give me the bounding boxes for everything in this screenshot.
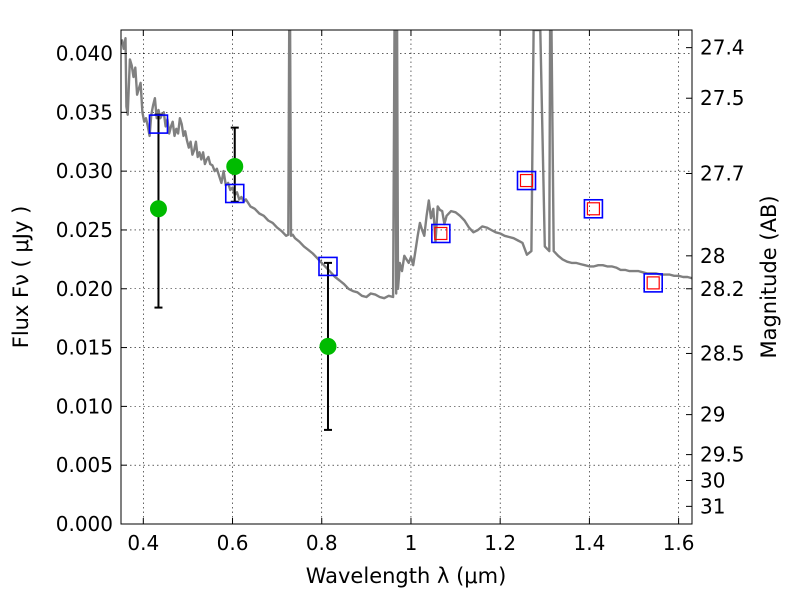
x-axis-ticks: 0.4 0.6 0.8 1 1.2 1.4 1.6 <box>127 30 695 555</box>
blue-square-marker <box>224 183 245 204</box>
y-tick-label: 0.025 <box>56 218 113 242</box>
x-axis-label: Wavelength λ (μm) <box>306 564 507 588</box>
blue-square-marker <box>643 273 663 293</box>
blue-square-marker <box>516 170 537 191</box>
observed-points <box>149 157 337 355</box>
observed-point <box>226 157 244 175</box>
observed-point <box>319 337 337 355</box>
blue-square-markers <box>148 114 663 293</box>
y-tick-label: 0.000 <box>56 512 113 536</box>
y2-tick-label: 28.5 <box>700 341 745 365</box>
y-tick-label: 0.010 <box>56 394 113 418</box>
blue-square-marker <box>583 198 604 219</box>
y-tick-label: 0.040 <box>56 42 113 66</box>
y-tick-label: 0.005 <box>56 453 113 477</box>
y-axis-ticks: 0.000 0.005 0.010 0.015 0.020 0.025 0.030 0.035… <box>56 42 127 536</box>
x-tick-label: 1.2 <box>484 531 516 555</box>
y2-tick-label: 30 <box>700 468 725 492</box>
y2-tick-label: 27.5 <box>700 86 745 110</box>
y2-tick-label: 28 <box>700 244 725 268</box>
plot-frame <box>120 29 693 525</box>
red-square-markers <box>434 173 660 290</box>
blue-square-marker <box>318 256 338 277</box>
y2-tick-label: 31 <box>700 494 725 518</box>
error-bars <box>154 113 332 431</box>
x-tick-label: 0.4 <box>127 531 159 555</box>
x-tick-label: 1 <box>405 531 418 555</box>
y-tick-label: 0.030 <box>56 159 113 183</box>
model-spectrum-line <box>121 30 692 300</box>
x-tick-label: 1.6 <box>663 531 695 555</box>
x-tick-label: 0.6 <box>217 531 249 555</box>
red-square-marker <box>519 173 534 188</box>
y-tick-label: 0.015 <box>56 336 113 360</box>
x-tick-label: 0.8 <box>306 531 338 555</box>
red-square-marker <box>434 226 448 241</box>
y2-tick-label: 27.7 <box>700 161 745 185</box>
grid-lines <box>121 30 692 525</box>
y2-tick-label: 27.4 <box>700 36 745 60</box>
model-spectrum <box>121 30 692 300</box>
y2-tick-label: 28.2 <box>700 277 745 301</box>
y-axis-label: Flux Fν ( μJy ) <box>9 206 33 349</box>
red-square-marker <box>646 276 660 290</box>
blue-square-marker <box>431 223 451 244</box>
observed-point <box>149 200 167 218</box>
x-tick-label: 1.4 <box>573 531 605 555</box>
y-tick-label: 0.035 <box>56 100 113 124</box>
y2-axis-label: Magnitude (AB) <box>757 195 781 358</box>
y-tick-label: 0.020 <box>56 277 113 301</box>
plot-area-clip-group <box>121 30 692 431</box>
red-square-marker <box>586 202 601 216</box>
y2-tick-label: 29.5 <box>700 443 745 467</box>
y2-tick-label: 29 <box>700 403 725 427</box>
blue-square-marker <box>148 114 169 134</box>
